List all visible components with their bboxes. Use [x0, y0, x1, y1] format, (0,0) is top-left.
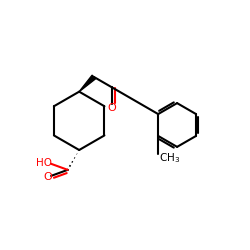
Text: O: O — [108, 103, 116, 113]
Text: HO: HO — [36, 158, 52, 168]
Text: CH$_3$: CH$_3$ — [159, 151, 180, 165]
Text: O: O — [44, 172, 52, 182]
Polygon shape — [79, 75, 96, 92]
